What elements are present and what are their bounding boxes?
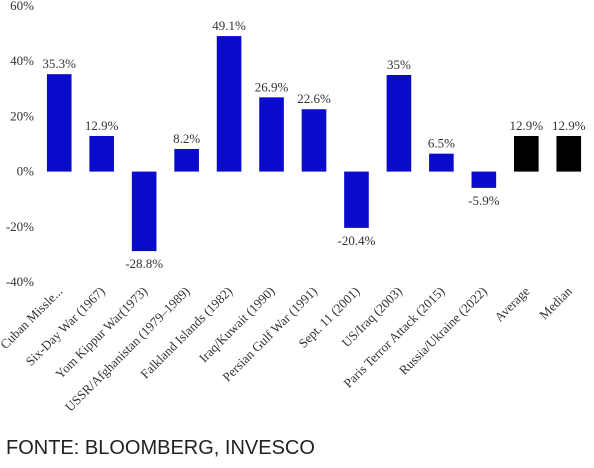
bar — [174, 148, 199, 172]
value-label: 22.6% — [297, 91, 331, 106]
value-label: 35.3% — [42, 56, 76, 71]
bar — [216, 36, 242, 172]
bar — [46, 74, 72, 172]
bar — [259, 97, 284, 172]
value-label: 8.2% — [173, 131, 200, 146]
y-tick-label: 40% — [10, 53, 34, 68]
y-tick-label: 20% — [10, 108, 34, 123]
x-tick-label: Iraq/Kuwait (1990) — [196, 284, 278, 366]
source-note: FONTE: BLOOMBERG, INVESCO — [6, 437, 315, 459]
bar — [556, 135, 582, 172]
value-label: 6.5% — [428, 136, 455, 151]
bar — [344, 171, 369, 228]
x-tick-label: Average — [491, 283, 532, 324]
bar — [513, 135, 539, 172]
value-label: 12.9% — [510, 118, 544, 133]
bar — [429, 153, 454, 172]
value-label: 35% — [387, 57, 411, 72]
y-tick-label: -20% — [6, 219, 34, 234]
bar — [386, 75, 412, 172]
y-tick-label: 0% — [17, 164, 35, 179]
value-label: -5.9% — [468, 193, 500, 208]
bar — [131, 171, 157, 252]
value-label: -28.8% — [125, 256, 163, 271]
value-label: -20.4% — [338, 233, 376, 248]
value-label: 49.1% — [212, 18, 246, 33]
value-label: 12.9% — [85, 118, 119, 133]
x-tick-label: Median — [536, 283, 575, 322]
value-label: 26.9% — [255, 79, 289, 94]
bar — [301, 109, 327, 172]
x-tick-label: Six-Day War (1967) — [23, 284, 108, 369]
bar — [471, 171, 497, 188]
value-label: 12.9% — [552, 118, 586, 133]
bar — [89, 135, 115, 172]
y-tick-label: 60% — [10, 0, 34, 13]
y-tick-label: -40% — [6, 274, 34, 289]
